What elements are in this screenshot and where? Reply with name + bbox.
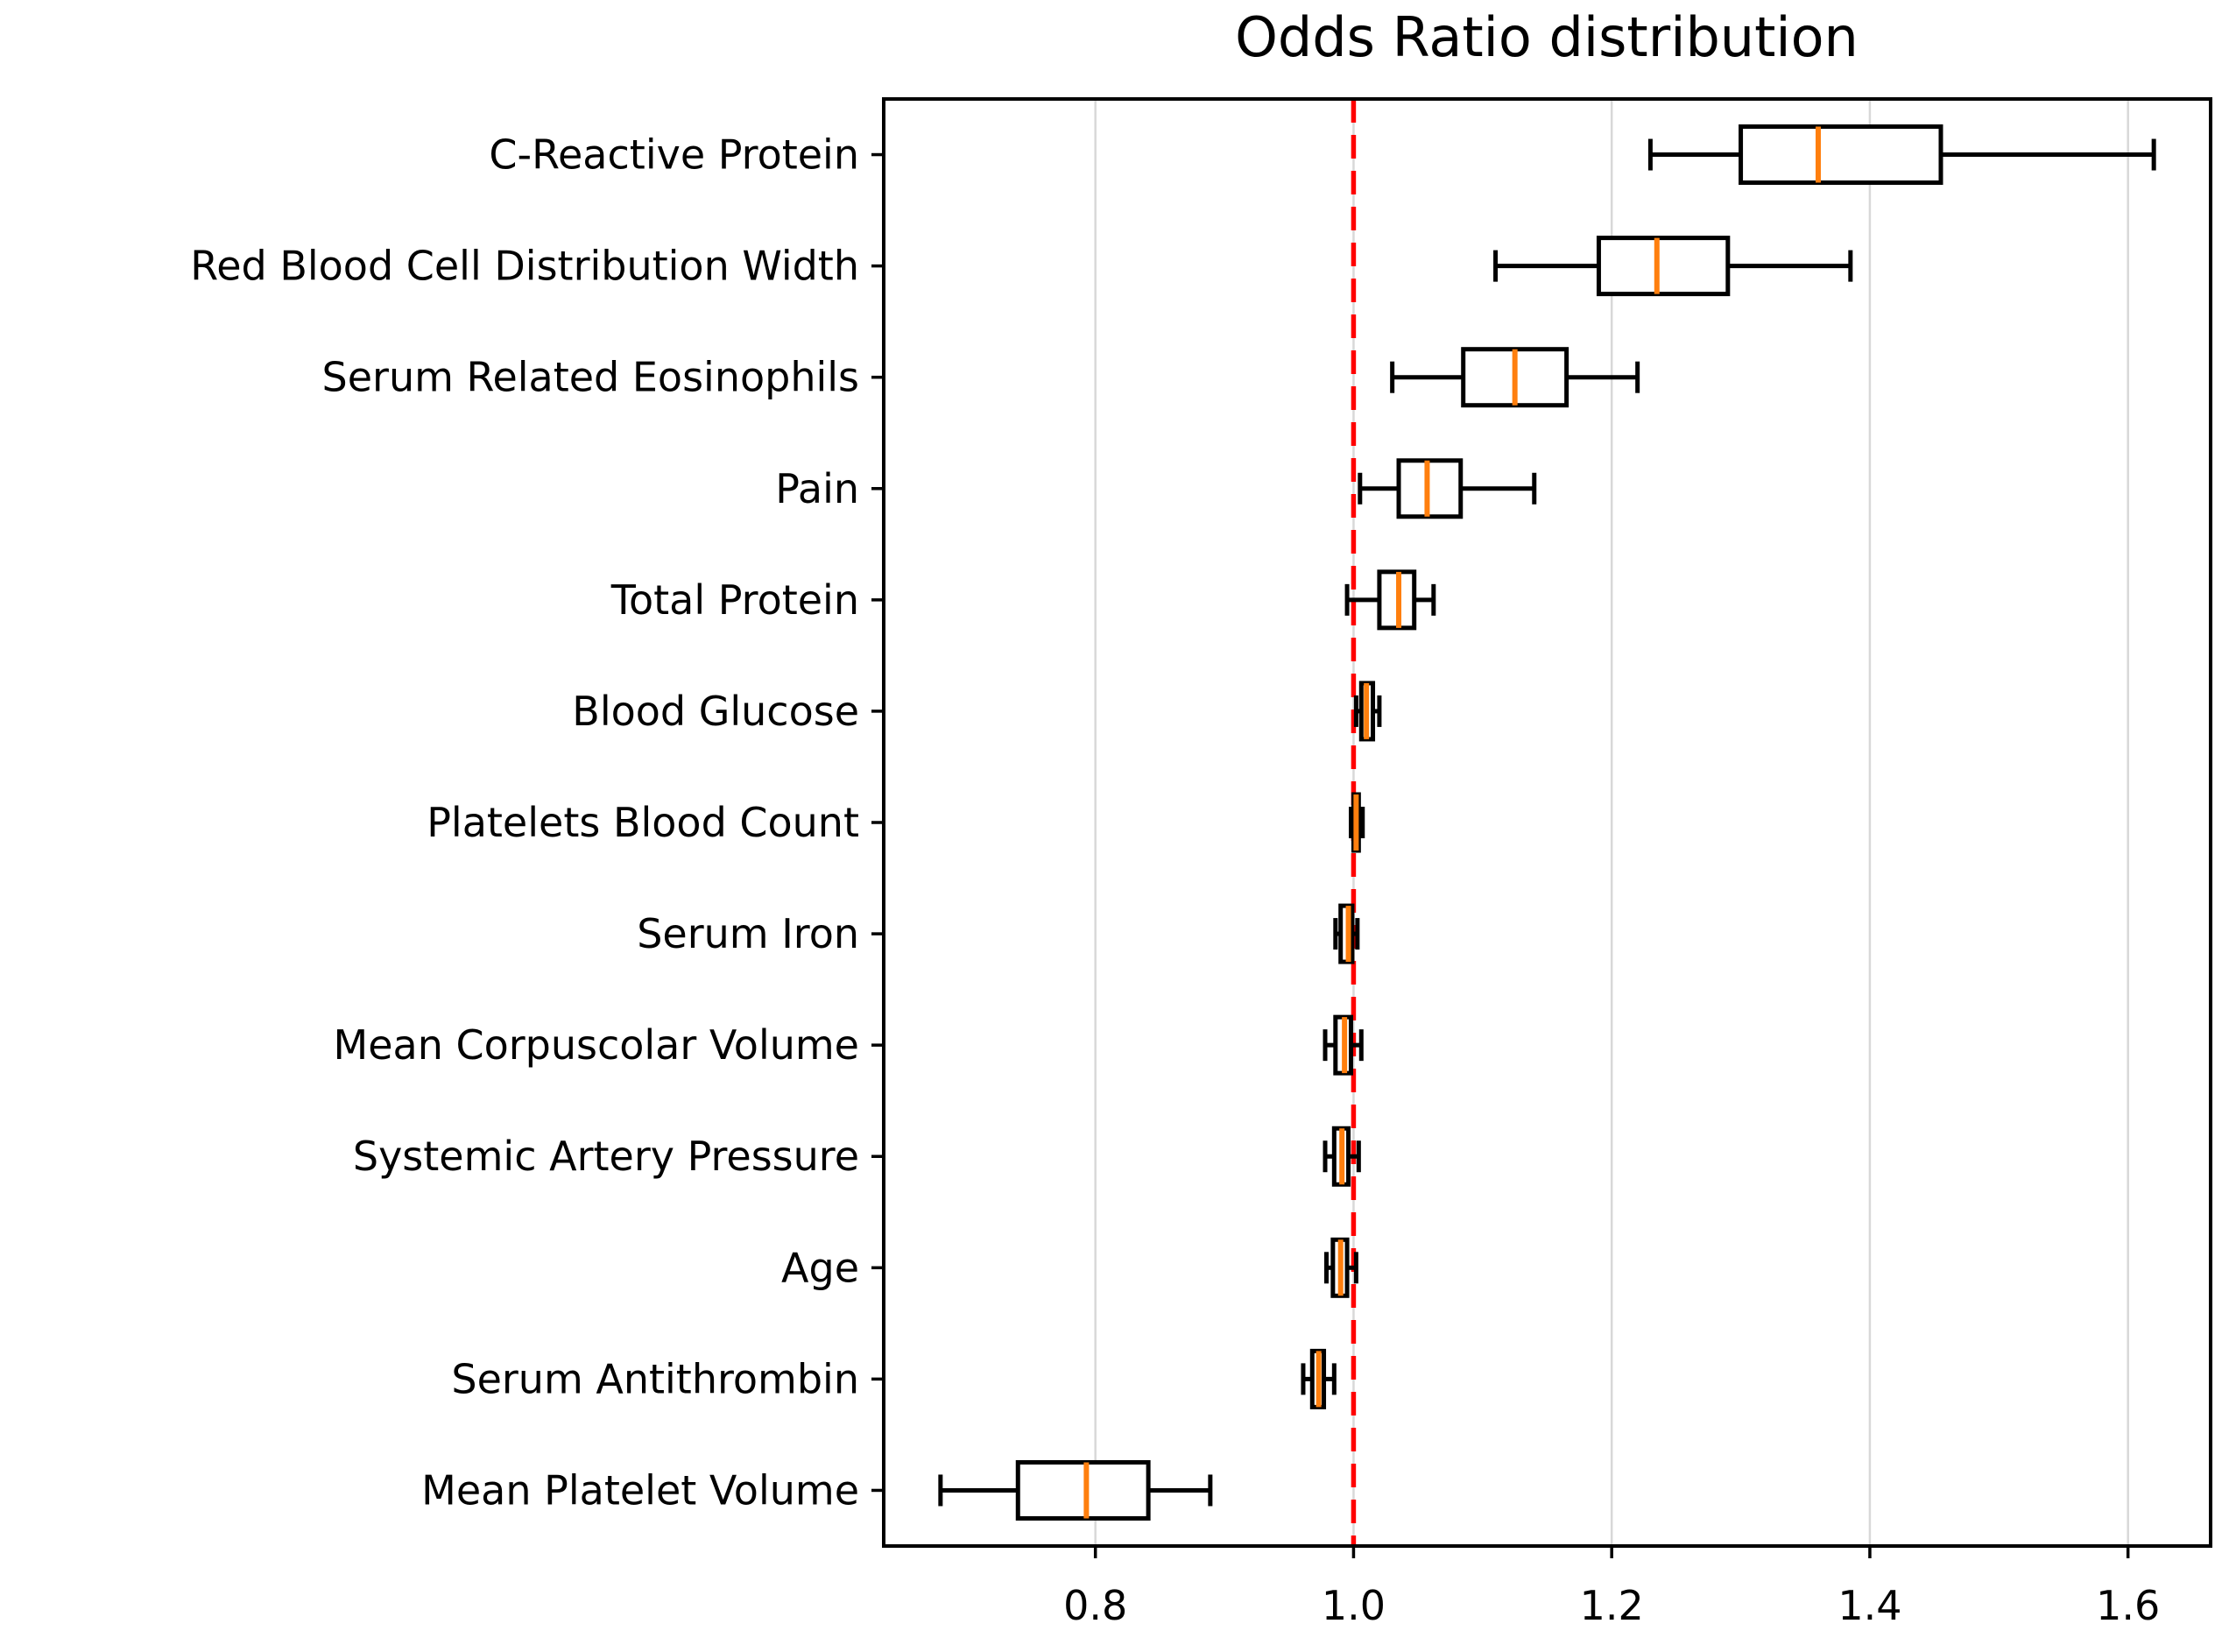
boxes-layer — [938, 124, 2156, 1521]
box-row — [1647, 124, 2156, 186]
y-axis-label: Pain — [775, 465, 859, 512]
box-row — [1344, 569, 1436, 631]
box-row — [1323, 1126, 1361, 1187]
plot-border — [882, 97, 2212, 1548]
y-axis-label: Serum Related Eosinophils — [322, 354, 859, 401]
iqr-box — [1015, 1459, 1151, 1521]
box-row — [1301, 1348, 1337, 1409]
box-row — [1333, 903, 1360, 964]
y-axis-label: Red Blood Cell Distribution Width — [190, 243, 859, 290]
x-tick-label: 0.8 — [1063, 1582, 1127, 1629]
x-tick-label: 1.6 — [2096, 1582, 2160, 1629]
box-row — [1323, 1014, 1364, 1076]
y-axis-label: Serum Antithrombin — [451, 1355, 859, 1402]
iqr-box — [1596, 236, 1731, 297]
y-axis-label: C-Reactive Protein — [489, 131, 859, 179]
y-axis-label: Serum Iron — [637, 910, 859, 957]
box-row — [1348, 792, 1365, 853]
x-tick-label: 1.4 — [1838, 1582, 1901, 1629]
box-row — [1493, 236, 1853, 297]
y-axis-label: Mean Corpuscolar Volume — [334, 1021, 859, 1069]
y-axis-label: Platelets Blood Count — [427, 799, 859, 846]
plot-title: Odds Ratio distribution — [1235, 5, 1859, 69]
y-axis-label: Total Protein — [610, 576, 859, 624]
y-axis-label: Mean Platelet Volume — [421, 1466, 859, 1514]
gridlines-layer — [1094, 99, 2129, 1546]
box-row — [1323, 1237, 1358, 1298]
axes-layer: C-Reactive Protein Red Blood Cell Distrib… — [190, 97, 2212, 1629]
y-axis-label: Systemic Artery Pressure — [353, 1133, 859, 1180]
box-row — [1353, 681, 1382, 742]
iqr-box — [1739, 124, 1943, 186]
x-tick-label: 1.2 — [1580, 1582, 1644, 1629]
box-row — [1390, 347, 1640, 408]
x-tick-label: 1.0 — [1322, 1582, 1386, 1629]
box-row — [938, 1459, 1213, 1521]
y-axis-label: Age — [781, 1244, 859, 1291]
box-row — [1358, 458, 1537, 519]
y-axis-label: Blood Glucose — [572, 688, 859, 735]
